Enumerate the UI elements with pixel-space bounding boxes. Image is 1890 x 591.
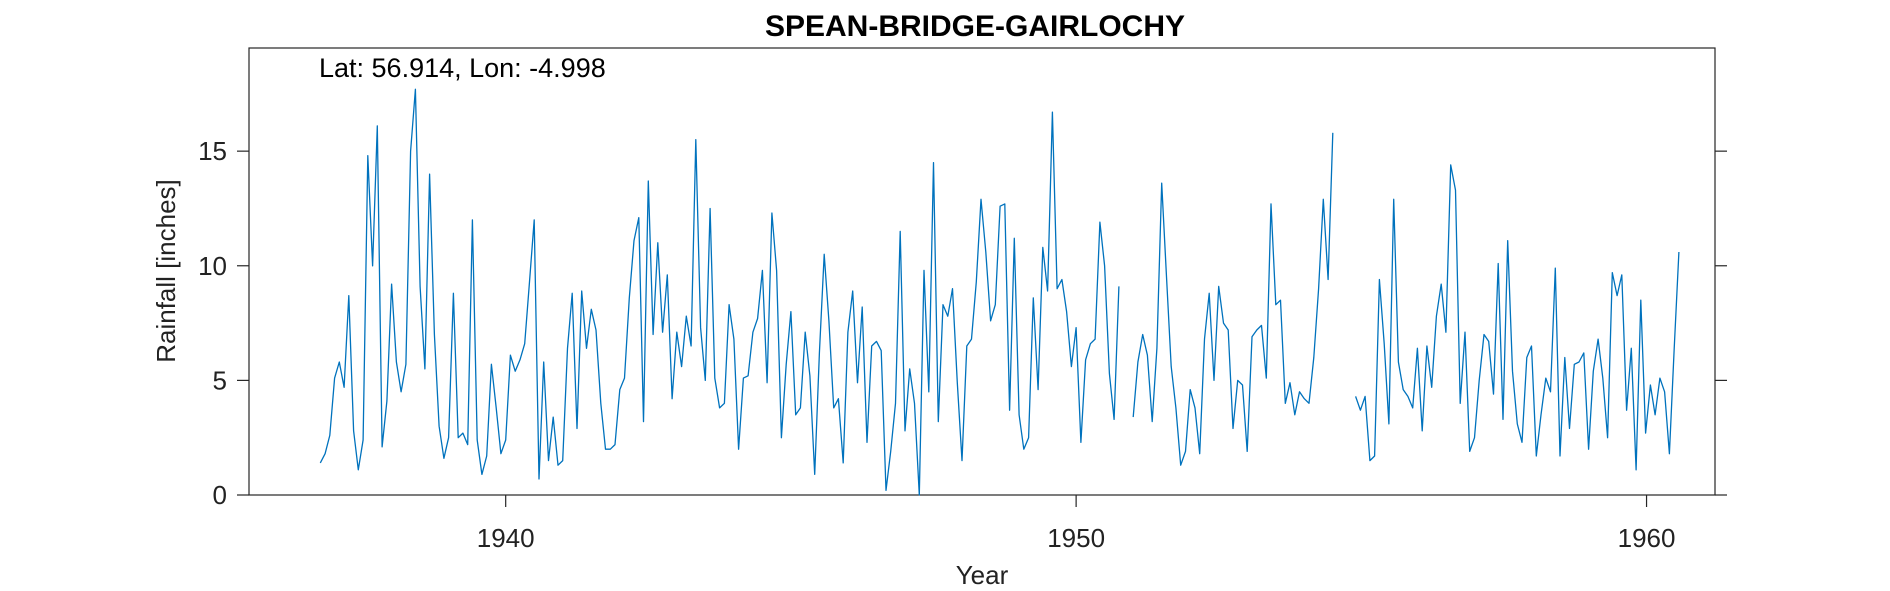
y-axis: 0 5 10 15 [198, 136, 1727, 510]
rainfall-line-segment-1 [319, 88, 1120, 496]
y-tick-label: 10 [198, 251, 227, 281]
x-tick-label: 1940 [477, 523, 535, 553]
chart-title: SPEAN-BRIDGE-GAIRLOCHY [765, 10, 1185, 43]
y-tick-label: 15 [198, 136, 227, 166]
x-axis-label: Year [956, 560, 1009, 590]
y-tick-label: 5 [213, 365, 227, 395]
x-tick-label: 1950 [1047, 523, 1105, 553]
rainfall-line-segment-2 [1132, 132, 1334, 466]
y-axis-label: Rainfall [inches] [151, 179, 181, 363]
plot-area [248, 47, 1716, 496]
x-tick-label: 1960 [1618, 523, 1676, 553]
location-annotation: Lat: 56.914, Lon: -4.998 [319, 53, 606, 83]
rainfall-series [319, 88, 1680, 496]
y-tick-label: 0 [213, 480, 227, 510]
rainfall-line-segment-3 [1354, 164, 1680, 471]
x-axis: 1940 1950 1960 [477, 495, 1676, 553]
